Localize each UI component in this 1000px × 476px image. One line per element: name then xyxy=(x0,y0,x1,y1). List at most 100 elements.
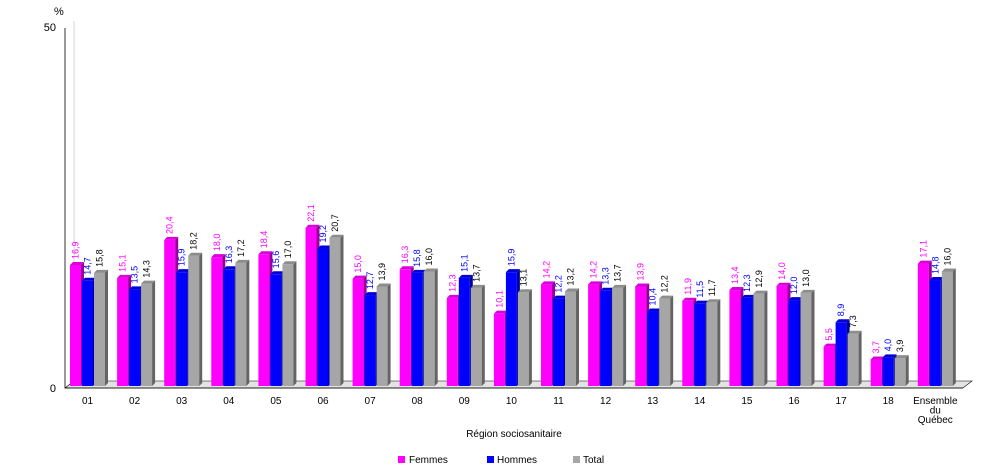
data-label-femmes-12: 13,9 xyxy=(636,263,646,281)
category-label-9: 10 xyxy=(506,396,518,407)
bar-top-femmes-16 xyxy=(823,343,838,347)
bar-top-hommes-3 xyxy=(223,266,238,270)
data-label-hommes-1: 13,5 xyxy=(130,266,140,284)
data-label-femmes-14: 13,4 xyxy=(730,267,740,285)
bar-total-7 xyxy=(423,271,435,386)
bar-femmes-0 xyxy=(70,264,81,386)
bar-side-total-11 xyxy=(623,284,627,386)
bar-top-femmes-9 xyxy=(493,310,508,314)
bar-femmes-9 xyxy=(493,313,505,386)
bar-side-total-18 xyxy=(952,268,956,386)
bar-top-hommes-7 xyxy=(411,269,426,273)
bar-side-total-3 xyxy=(246,259,250,386)
bar-top-total-11 xyxy=(612,284,627,288)
bar-total-16 xyxy=(847,333,859,386)
bar-total-2 xyxy=(188,255,200,386)
category-label-0: 01 xyxy=(82,396,94,407)
bar-hommes-11 xyxy=(600,290,612,386)
bar-top-hommes-16 xyxy=(835,319,850,323)
data-label-hommes-9: 15,9 xyxy=(506,249,516,267)
data-label-hommes-5: 19,2 xyxy=(318,225,328,243)
data-label-femmes-0: 16,9 xyxy=(71,241,81,259)
data-label-total-16: 7,3 xyxy=(848,315,858,328)
bar-hommes-17 xyxy=(882,357,894,386)
data-label-total-2: 18,2 xyxy=(189,232,199,250)
bar-total-9 xyxy=(517,292,529,386)
data-label-hommes-15: 12,0 xyxy=(789,277,799,295)
bar-top-hommes-11 xyxy=(600,287,615,291)
data-label-femmes-6: 15,0 xyxy=(353,255,363,273)
bar-hommes-5 xyxy=(317,248,329,386)
bar-side-total-7 xyxy=(434,268,438,386)
bar-hommes-7 xyxy=(411,272,423,386)
bar-top-total-5 xyxy=(329,234,344,238)
legend-label-femmes: Femmes xyxy=(409,455,448,466)
bar-top-hommes-18 xyxy=(929,277,944,281)
bar-total-17 xyxy=(894,358,906,386)
data-label-hommes-6: 12,7 xyxy=(365,272,375,290)
data-label-total-6: 13,9 xyxy=(377,263,387,281)
bar-total-4 xyxy=(282,264,294,386)
category-label-15: 16 xyxy=(788,396,800,407)
bar-femmes-6 xyxy=(352,278,364,386)
y-tick-zero: 0 xyxy=(50,383,56,395)
bar-top-total-8 xyxy=(470,284,485,288)
bar-hommes-2 xyxy=(176,272,188,386)
bar-femmes-18 xyxy=(917,263,929,386)
bar-hommes-0 xyxy=(82,280,93,386)
category-label-8: 09 xyxy=(459,396,471,407)
bar-hommes-3 xyxy=(223,269,235,386)
x-axis-title: Région sociosanitaire xyxy=(466,429,562,440)
legend-swatch-femmes xyxy=(398,456,405,463)
data-label-total-15: 13,0 xyxy=(801,269,811,287)
bar-side-total-1 xyxy=(152,280,156,386)
data-label-total-18: 16,0 xyxy=(942,248,952,266)
data-label-hommes-0: 14,7 xyxy=(83,257,93,275)
data-label-femmes-8: 12,3 xyxy=(447,274,457,292)
bar-top-hommes-15 xyxy=(788,297,803,301)
bar-top-total-13 xyxy=(706,299,721,303)
data-label-hommes-3: 16,3 xyxy=(224,246,234,264)
category-label-10: 11 xyxy=(553,396,564,407)
bar-side-total-15 xyxy=(811,289,815,386)
bar-top-total-1 xyxy=(141,280,156,284)
bar-top-femmes-4 xyxy=(258,251,273,255)
bar-femmes-11 xyxy=(588,284,600,386)
category-label-11: 12 xyxy=(600,396,612,407)
data-label-total-17: 3,9 xyxy=(895,340,905,353)
bar-femmes-13 xyxy=(682,300,694,386)
bar-total-13 xyxy=(706,302,718,386)
bar-total-6 xyxy=(376,286,388,386)
data-label-hommes-14: 12,3 xyxy=(742,274,752,292)
data-label-total-0: 15,8 xyxy=(95,249,105,267)
bar-top-hommes-14 xyxy=(741,294,756,298)
bar-femmes-16 xyxy=(823,346,835,386)
bar-hommes-4 xyxy=(270,274,282,386)
bar-hommes-18 xyxy=(929,280,941,386)
data-label-total-14: 12,9 xyxy=(754,270,764,288)
bar-top-total-9 xyxy=(517,289,532,293)
bar-top-total-15 xyxy=(800,289,815,293)
bar-side-total-10 xyxy=(576,288,579,386)
bar-femmes-2 xyxy=(164,239,176,386)
bar-top-femmes-2 xyxy=(164,236,179,240)
data-label-hommes-18: 14,8 xyxy=(930,257,940,275)
data-label-total-5: 20,7 xyxy=(330,214,340,232)
bar-top-total-10 xyxy=(565,288,579,292)
category-label-7: 08 xyxy=(412,396,424,407)
bar-side-total-16 xyxy=(858,330,862,386)
bar-top-hommes-13 xyxy=(694,300,709,304)
data-label-hommes-10: 12,2 xyxy=(554,275,564,293)
bar-side-total-4 xyxy=(293,261,297,386)
bar-femmes-17 xyxy=(870,359,882,386)
category-label-13: 14 xyxy=(694,396,706,407)
bar-side-total-12 xyxy=(670,295,674,386)
bar-top-total-18 xyxy=(941,268,956,272)
data-label-total-13: 11,7 xyxy=(707,279,717,296)
bars-group xyxy=(70,224,956,386)
category-label-18-line-1: du xyxy=(930,406,941,417)
bar-top-hommes-9 xyxy=(505,269,520,273)
bar-top-total-16 xyxy=(847,330,862,334)
bar-top-hommes-2 xyxy=(176,269,191,273)
